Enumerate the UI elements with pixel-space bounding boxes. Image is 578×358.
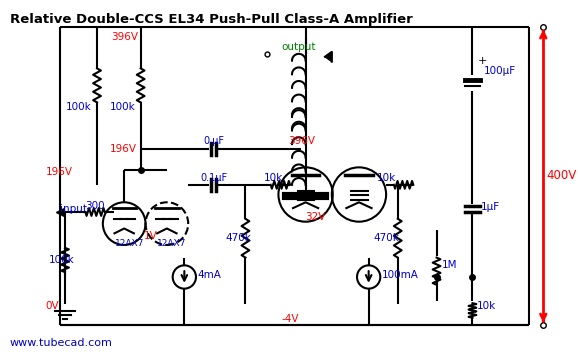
Text: 10k: 10k xyxy=(376,173,396,183)
Text: 396V: 396V xyxy=(288,136,315,146)
Text: 470k: 470k xyxy=(225,233,251,243)
Text: 100k: 100k xyxy=(49,256,74,266)
Text: 396V: 396V xyxy=(112,32,139,42)
Text: -4V: -4V xyxy=(281,314,299,324)
Text: 100mA: 100mA xyxy=(382,270,419,280)
Text: 100k: 100k xyxy=(66,102,92,112)
Text: +: + xyxy=(477,55,487,66)
Text: 0V: 0V xyxy=(46,301,59,311)
Text: 1V: 1V xyxy=(143,231,157,241)
Text: output: output xyxy=(281,42,316,52)
Text: 100k: 100k xyxy=(110,102,135,112)
Text: 32V: 32V xyxy=(306,212,326,222)
Polygon shape xyxy=(325,52,332,62)
Text: 300: 300 xyxy=(86,201,105,211)
Text: 400V: 400V xyxy=(546,169,576,182)
Text: 0.1μF: 0.1μF xyxy=(201,173,228,183)
Text: 10k: 10k xyxy=(264,173,283,183)
Text: 4mA: 4mA xyxy=(198,270,222,280)
Text: Relative Double-CCS EL34 Push-Pull Class-A Amplifier: Relative Double-CCS EL34 Push-Pull Class… xyxy=(10,13,413,26)
Text: 0.μF: 0.μF xyxy=(203,136,225,146)
Text: input: input xyxy=(60,204,87,214)
Text: 12AX7: 12AX7 xyxy=(157,238,187,247)
Text: 100μF: 100μF xyxy=(484,66,516,76)
Text: 196V: 196V xyxy=(110,144,136,154)
Text: 1μF: 1μF xyxy=(481,202,501,212)
Text: 12AX7: 12AX7 xyxy=(114,238,144,247)
Text: 470k: 470k xyxy=(373,233,399,243)
Text: www.tubecad.com: www.tubecad.com xyxy=(10,338,113,348)
Text: 10k: 10k xyxy=(477,301,497,311)
Text: 196V: 196V xyxy=(46,167,73,177)
Text: 1M: 1M xyxy=(442,260,457,270)
